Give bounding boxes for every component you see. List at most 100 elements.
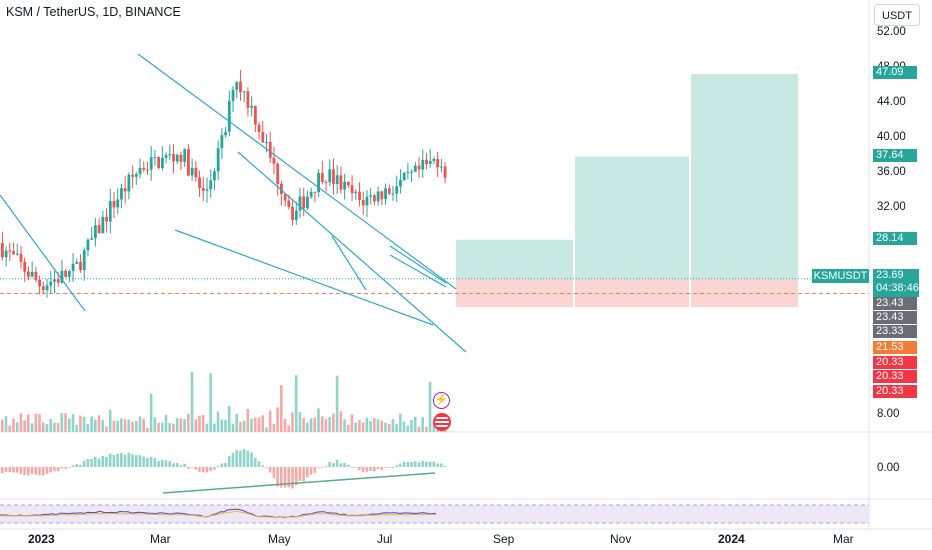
macd-bar	[335, 459, 339, 467]
macd-bar	[291, 467, 294, 489]
candle	[67, 270, 71, 277]
us-flag-icon[interactable]	[433, 413, 451, 431]
time-label: 2024	[718, 532, 745, 546]
candle	[224, 131, 227, 136]
volume-bar	[354, 422, 357, 432]
candle	[306, 196, 309, 209]
macd-bar	[149, 456, 153, 467]
volume-bar	[142, 418, 145, 432]
volume-bar	[190, 372, 194, 432]
candle	[384, 188, 387, 200]
volume-bar	[38, 414, 41, 432]
volume-bar	[224, 419, 227, 432]
price-badge-grey: 23.33	[873, 325, 917, 338]
candle	[432, 158, 436, 161]
macd-bar	[317, 467, 320, 468]
loss-zone-1	[456, 278, 573, 307]
macd-bar	[350, 467, 354, 468]
macd-bar	[365, 467, 369, 472]
volume-bar	[384, 422, 387, 432]
volume-bar	[328, 417, 331, 432]
macd-bar	[328, 461, 331, 467]
macd-bar	[153, 458, 157, 467]
macd-bar	[257, 461, 261, 467]
candle	[8, 250, 12, 252]
candle	[45, 285, 49, 291]
price-badge-orange: 21.53	[873, 341, 917, 354]
volume-bar	[239, 421, 242, 432]
macd-bar	[261, 465, 264, 467]
volume-bar	[399, 413, 402, 432]
time-axis[interactable]: 2023 Mar May Jul Sep Nov 2024 Mar	[28, 532, 854, 546]
candle	[30, 271, 34, 277]
volume-bar	[146, 428, 149, 432]
volume-bar	[168, 423, 171, 432]
candle	[164, 155, 168, 158]
candle	[343, 181, 347, 190]
macd-bar	[127, 452, 131, 467]
macd-bar	[138, 455, 142, 467]
macd-bar	[227, 456, 231, 467]
candle	[60, 270, 64, 283]
volume-bar	[120, 418, 123, 432]
candle	[134, 174, 138, 177]
candle	[209, 180, 213, 190]
profit-zone-1	[456, 239, 573, 279]
volume-bar	[90, 416, 93, 432]
candle	[317, 172, 320, 193]
candle	[216, 148, 220, 172]
candle	[116, 199, 120, 208]
volume-bar	[60, 412, 64, 432]
currency-selector[interactable]: USDT	[874, 4, 920, 26]
macd-bar	[8, 467, 12, 473]
candle	[320, 172, 324, 182]
candle	[272, 157, 276, 164]
volume-bar	[231, 423, 235, 432]
grid	[0, 0, 932, 530]
candle	[428, 160, 432, 165]
volume-bar	[395, 424, 398, 432]
macd-bar	[432, 461, 436, 467]
candle	[373, 195, 376, 202]
candle	[112, 200, 116, 208]
macd-bar	[97, 458, 101, 467]
price-badge-red: 20.33	[873, 370, 917, 383]
candle	[190, 167, 194, 176]
candle	[421, 159, 425, 170]
macd-bar	[428, 461, 432, 467]
volume-bar	[101, 420, 105, 432]
lightning-icon[interactable]: ⚡	[433, 392, 450, 409]
macd-bar	[123, 454, 127, 467]
macd-bar	[101, 455, 105, 467]
macd-bar	[373, 467, 376, 472]
macd-bar	[313, 467, 317, 473]
macd-bar	[168, 461, 171, 467]
candle	[439, 166, 443, 168]
price-tick: 36.00	[877, 166, 906, 178]
macd-bar	[94, 456, 97, 467]
trendline	[389, 254, 447, 288]
candle	[201, 187, 205, 191]
candle	[56, 279, 60, 283]
candle	[27, 271, 30, 277]
candle	[339, 175, 343, 190]
candle	[142, 167, 146, 170]
divergence-line	[162, 472, 436, 494]
volume-bar	[276, 407, 279, 432]
volume-bar	[213, 423, 216, 432]
rsi-pane	[0, 504, 869, 524]
candle	[15, 253, 19, 255]
volume-bar	[261, 415, 264, 432]
candle	[280, 183, 283, 195]
volume-bar	[45, 423, 49, 432]
candles	[1, 70, 447, 298]
macd-bar	[439, 463, 443, 467]
loss-zone-2	[575, 278, 689, 307]
volume-bar	[306, 422, 309, 432]
macd-bar	[268, 467, 272, 473]
candle	[75, 261, 79, 264]
time-label: Jul	[377, 532, 392, 546]
candle	[253, 106, 257, 125]
